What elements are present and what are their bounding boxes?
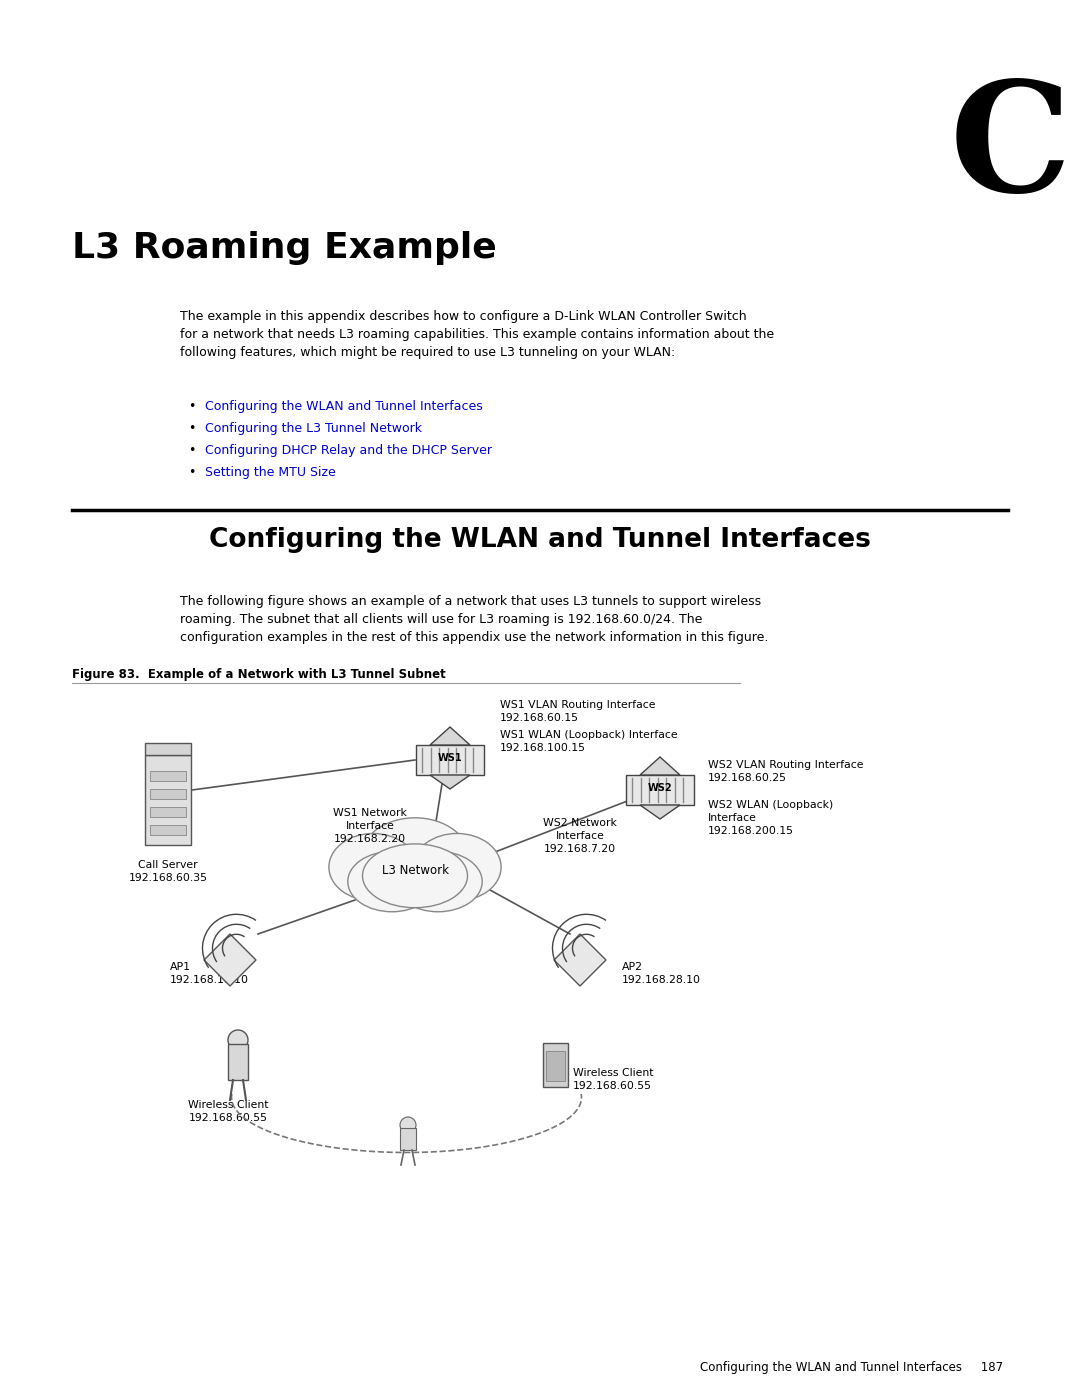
Ellipse shape [363,844,468,908]
Text: Configuring the WLAN and Tunnel Interfaces     187: Configuring the WLAN and Tunnel Interfac… [700,1362,1003,1375]
Text: •: • [188,467,195,479]
Text: Wireless Client
192.168.60.55: Wireless Client 192.168.60.55 [188,1099,268,1123]
Text: WS1 Network
Interface
192.168.2.20: WS1 Network Interface 192.168.2.20 [333,807,407,844]
Text: WS2 VLAN Routing Interface
192.168.60.25: WS2 VLAN Routing Interface 192.168.60.25 [708,760,864,784]
Bar [545,1051,565,1081]
Polygon shape [640,805,680,819]
Polygon shape [640,757,680,775]
Bar [542,1044,567,1087]
Text: WS2 Network
Interface
192.168.7.20: WS2 Network Interface 192.168.7.20 [543,819,617,855]
Text: L3 Roaming Example: L3 Roaming Example [72,231,497,265]
Text: WS2 WLAN (Loopback)
Interface
192.168.200.15: WS2 WLAN (Loopback) Interface 192.168.20… [708,800,834,837]
Text: •: • [188,400,195,414]
Text: L3 Network: L3 Network [381,863,448,876]
FancyBboxPatch shape [416,745,484,775]
Text: Configuring DHCP Relay and the DHCP Server: Configuring DHCP Relay and the DHCP Serv… [205,444,492,457]
Text: Wireless Client
192.168.60.55: Wireless Client 192.168.60.55 [573,1067,653,1091]
Polygon shape [204,935,256,986]
FancyBboxPatch shape [626,775,694,805]
Bar [150,789,186,799]
Text: WS1 WLAN (Loopback) Interface
192.168.100.15: WS1 WLAN (Loopback) Interface 192.168.10… [500,731,677,753]
Bar [145,743,191,754]
Bar [150,771,186,781]
Ellipse shape [394,851,482,912]
Text: Configuring the WLAN and Tunnel Interfaces: Configuring the WLAN and Tunnel Interfac… [210,527,870,553]
Bar [228,1044,248,1080]
Text: Setting the MTU Size: Setting the MTU Size [205,467,336,479]
Text: Configuring the L3 Tunnel Network: Configuring the L3 Tunnel Network [205,422,422,434]
Bar [150,826,186,835]
Text: Configuring the WLAN and Tunnel Interfaces: Configuring the WLAN and Tunnel Interfac… [205,400,483,414]
Polygon shape [430,775,470,789]
Bar [145,754,191,845]
Bar [400,1127,416,1150]
Ellipse shape [361,817,470,900]
Circle shape [400,1118,416,1133]
Text: WS1 VLAN Routing Interface
192.168.60.15: WS1 VLAN Routing Interface 192.168.60.15 [500,700,656,724]
Text: AP2
192.168.28.10: AP2 192.168.28.10 [622,963,701,985]
Text: •: • [188,422,195,434]
Polygon shape [554,935,606,986]
Ellipse shape [348,851,436,912]
Text: The example in this appendix describes how to configure a D-Link WLAN Controller: The example in this appendix describes h… [180,310,774,359]
Text: •: • [188,444,195,457]
Ellipse shape [413,834,501,901]
Text: AP1
192.168.18.10: AP1 192.168.18.10 [170,963,249,985]
Bar [150,807,186,817]
Text: WS1: WS1 [437,753,462,763]
Text: Figure 83.  Example of a Network with L3 Tunnel Subnet: Figure 83. Example of a Network with L3 … [72,668,446,680]
Polygon shape [430,726,470,745]
Circle shape [228,1030,248,1051]
Text: The following figure shows an example of a network that uses L3 tunnels to suppo: The following figure shows an example of… [180,595,768,644]
Text: Call Server
192.168.60.35: Call Server 192.168.60.35 [129,861,207,883]
Ellipse shape [329,834,417,901]
Text: WS2: WS2 [648,782,673,793]
Text: C: C [949,75,1070,225]
